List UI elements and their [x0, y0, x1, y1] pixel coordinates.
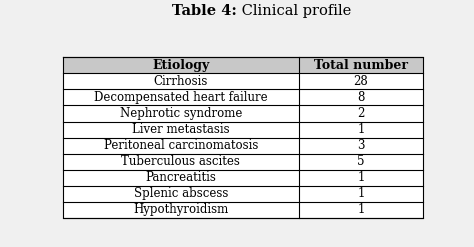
Text: 2: 2	[357, 107, 365, 120]
Text: 1: 1	[357, 187, 365, 200]
Text: Tuberculous ascites: Tuberculous ascites	[121, 155, 240, 168]
Bar	[63, 57, 423, 73]
Text: 1: 1	[357, 171, 365, 184]
Text: Pancreatitis: Pancreatitis	[146, 171, 216, 184]
Text: Decompensated heart failure: Decompensated heart failure	[94, 91, 268, 104]
Text: 8: 8	[357, 91, 365, 104]
Text: 1: 1	[357, 123, 365, 136]
Text: Hypothyroidism: Hypothyroidism	[133, 203, 228, 216]
Text: 3: 3	[357, 139, 365, 152]
Text: Liver metastasis: Liver metastasis	[132, 123, 229, 136]
Text: 1: 1	[357, 203, 365, 216]
Text: 5: 5	[357, 155, 365, 168]
Text: Etiology: Etiology	[152, 59, 210, 72]
Bar	[63, 57, 423, 218]
Text: Total number: Total number	[314, 59, 408, 72]
Text: 28: 28	[354, 75, 368, 88]
Text: Peritoneal carcinomatosis: Peritoneal carcinomatosis	[104, 139, 258, 152]
Text: Table 4:: Table 4:	[172, 4, 237, 18]
Text: Nephrotic syndrome: Nephrotic syndrome	[119, 107, 242, 120]
Text: Clinical profile: Clinical profile	[237, 4, 351, 18]
Text: Cirrhosis: Cirrhosis	[154, 75, 208, 88]
Text: Splenic abscess: Splenic abscess	[134, 187, 228, 200]
